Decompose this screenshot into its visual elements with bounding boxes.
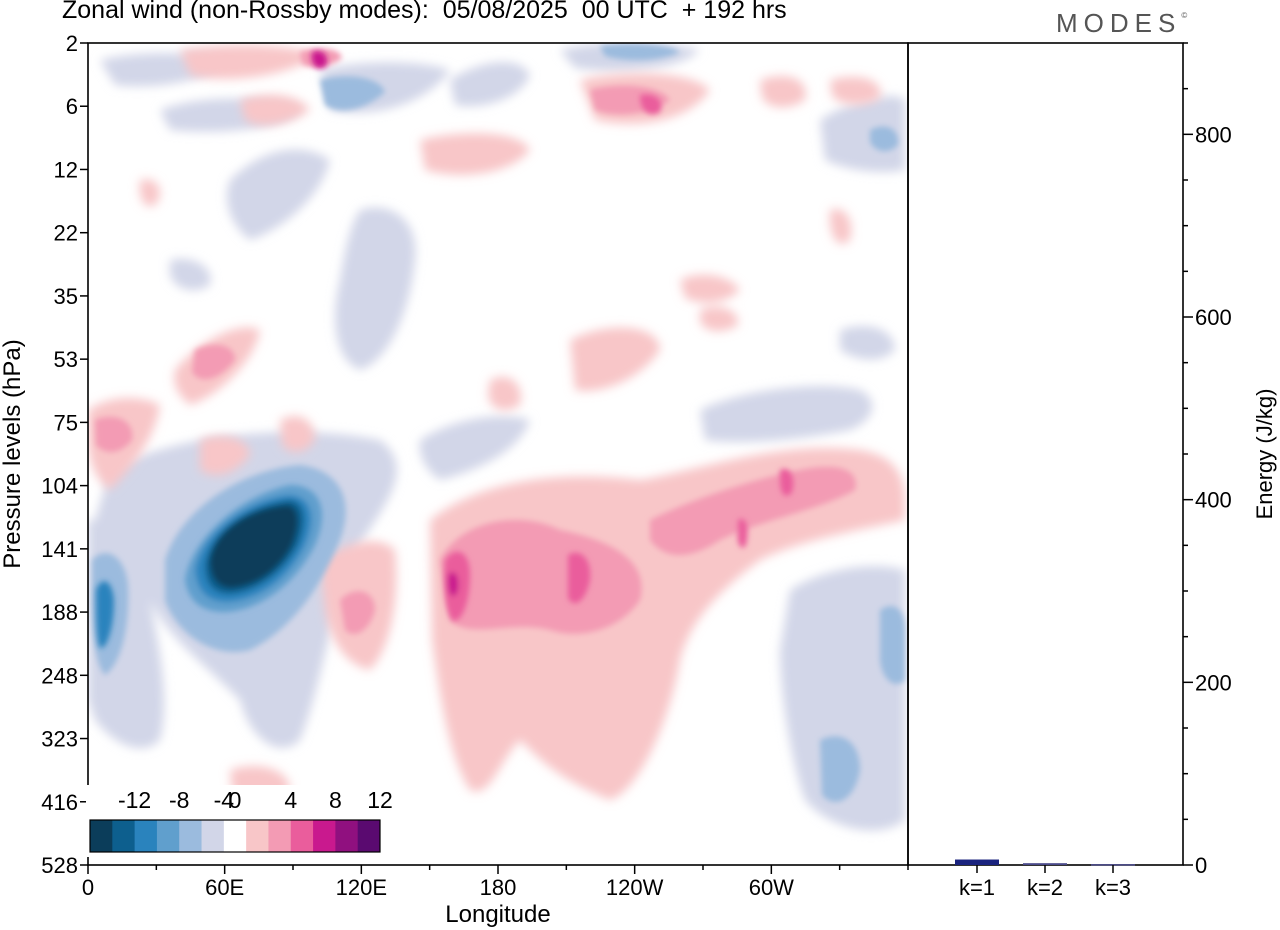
brand-text: MODES: [1056, 8, 1182, 38]
y-tick-label: 75: [54, 410, 78, 435]
x-tick-label: 60W: [749, 875, 794, 900]
y-tick-label: 35: [54, 284, 78, 309]
y-tick-label: 248: [41, 663, 78, 688]
y-tick-label: 12: [54, 157, 78, 182]
bar-label: k=1: [959, 875, 995, 900]
longitude-axis: 0 60E 120E 180 120W 60W: [82, 865, 909, 900]
y-tick-label: 416: [41, 790, 78, 815]
contour-field: [88, 43, 908, 865]
colorbar-label: 0: [229, 787, 242, 813]
y-axis-label: Pressure levels (hPa): [0, 339, 26, 568]
colorbar-swatch: [290, 820, 314, 852]
x-tick-label: 180: [480, 875, 517, 900]
colorbar-frame: [89, 819, 381, 853]
colorbar-label: 12: [367, 787, 393, 813]
bar-label: k=2: [1027, 875, 1063, 900]
energy-frame: [907, 42, 1184, 866]
y-tick-label: 528: [41, 853, 78, 878]
colorbar-swatch: [335, 820, 359, 852]
colorbar-swatch: [179, 820, 203, 852]
y-tick-label: 141: [41, 537, 78, 562]
x-tick-label: 60E: [205, 875, 244, 900]
energy-bar: [955, 859, 999, 865]
energy-tick-label: 0: [1195, 853, 1207, 878]
y-tick-label: 188: [41, 600, 78, 625]
x-axis-label: Longitude: [445, 901, 550, 928]
colorbar-swatch: [357, 820, 381, 852]
colorbar: -12 -8 -40 4 8 12: [86, 785, 393, 857]
energy-tick-label: 800: [1195, 122, 1232, 147]
energy-axis-label: Energy (J/kg): [1252, 389, 1277, 520]
energy-bar: [1091, 864, 1135, 866]
energy-tick-label: 400: [1195, 488, 1232, 513]
colorbar-label: 8: [329, 787, 342, 813]
colorbar-swatch: [134, 820, 158, 852]
x-tick-label: 120E: [336, 875, 387, 900]
modes-logo: MODES©: [1056, 8, 1187, 39]
energy-bars: k=1 k=2 k=3: [955, 859, 1135, 900]
colorbar-swatch: [223, 820, 247, 852]
x-tick-label: 0: [82, 875, 94, 900]
y-tick-label: 53: [54, 347, 78, 372]
bar-label: k=3: [1095, 875, 1131, 900]
pressure-axis: 2 6 12 22 35 53 75 104 141 188 248 323 416 528: [41, 31, 88, 878]
y-tick-label: 104: [41, 474, 78, 499]
y-tick-label: 323: [41, 727, 78, 752]
chart-title: Zonal wind (non-Rossby modes): 05/08/202…: [62, 0, 787, 24]
brand-mark: ©: [1181, 11, 1188, 20]
colorbar-swatch: [90, 820, 113, 852]
colorbar-label: -12: [118, 787, 151, 813]
energy-axis: 0 200 400 600 800: [1183, 42, 1232, 878]
y-tick-label: 22: [54, 221, 78, 246]
colorbar-swatch: [268, 820, 292, 852]
colorbar-swatch: [313, 820, 336, 852]
colorbar-label: 4: [284, 787, 297, 813]
colorbar-swatch: [246, 820, 269, 852]
colorbar-label: -8: [169, 787, 189, 813]
colorbar-swatch: [201, 820, 225, 852]
colorbar-swatch: [112, 820, 136, 852]
y-tick-label: 2: [66, 31, 78, 56]
energy-tick-label: 600: [1195, 305, 1232, 330]
energy-bar: [1023, 863, 1067, 865]
y-tick-label: 6: [66, 94, 78, 119]
energy-tick-label: 200: [1195, 670, 1232, 695]
x-tick-label: 120W: [606, 875, 664, 900]
colorbar-label: -4: [214, 787, 235, 813]
colorbar-swatch: [156, 820, 180, 852]
